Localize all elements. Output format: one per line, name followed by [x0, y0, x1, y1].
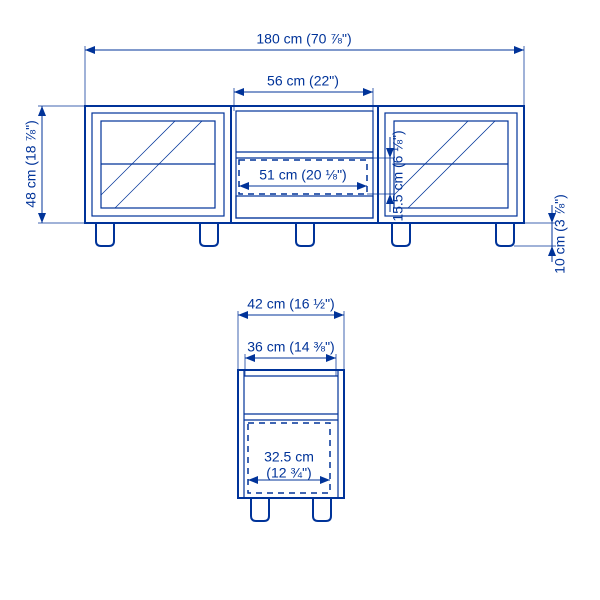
side-leg-l: [251, 498, 269, 521]
dim-height-48: 48 cm (18 ⅞"): [23, 120, 39, 207]
dim-width-36: 36 cm (14 ⅜"): [247, 339, 334, 355]
dim-width-56: 56 cm (22"): [267, 73, 339, 89]
dim-width-180: 180 cm (70 ⅞"): [256, 31, 351, 47]
dim-height-15: 15.5 cm (6 ⅛"): [390, 130, 406, 221]
dim-width-51: 51 cm (20 ⅛"): [259, 167, 346, 183]
dim-width-32-sub: (12 ¾"): [266, 465, 311, 481]
front-legs: [96, 223, 514, 246]
dim-width-42: 42 cm (16 ½"): [247, 296, 334, 312]
side-leg-r: [313, 498, 331, 521]
dim-height-10: 10 cm (3 ⅞"): [552, 194, 568, 274]
dim-width-32: 32.5 cm: [264, 449, 314, 465]
dimension-diagram: 180 cm (70 ⅞") 56 cm (22") 51 cm (20 ⅛")…: [0, 0, 600, 600]
